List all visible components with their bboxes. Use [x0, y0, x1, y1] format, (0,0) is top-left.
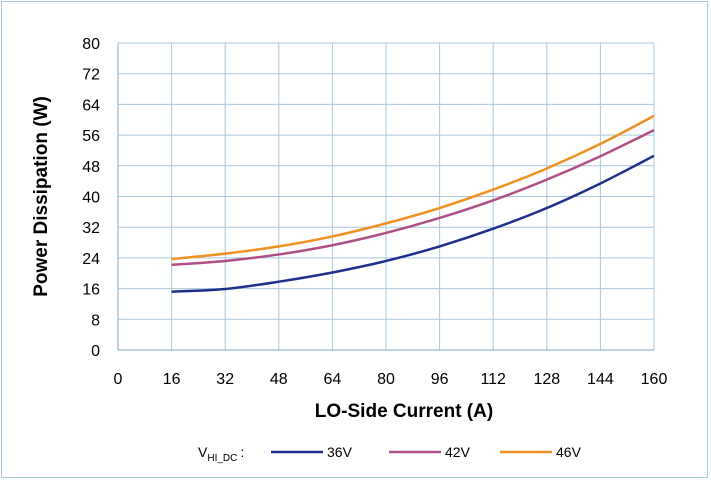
y-tick-label: 0 — [91, 343, 100, 360]
grid — [117, 42, 655, 351]
legend-prefix: VHI_DC: — [198, 444, 244, 464]
x-tick-label: 64 — [324, 371, 342, 388]
x-tick-label: 112 — [480, 371, 506, 388]
y-tick-label: 40 — [82, 190, 100, 207]
y-tick-label: 24 — [82, 251, 100, 268]
x-tick-label: 48 — [270, 371, 288, 388]
series-line-46V — [171, 114, 655, 261]
legend-label-46V: 46V — [556, 444, 582, 460]
series-line-42V — [171, 128, 655, 267]
x-tick-label: 160 — [641, 371, 668, 388]
legend-prefix-subscript: HI_DC — [207, 453, 237, 464]
legend-label-36V: 36V — [327, 444, 353, 460]
y-tick-label: 16 — [82, 282, 100, 299]
x-axis-title: LO-Side Current (A) — [315, 401, 493, 422]
legend-label-42V: 42V — [445, 444, 471, 460]
x-tick-label: 80 — [377, 371, 395, 388]
tick-labels: 0 8 16 24 32 40 48 56 64 72 80 0 16 32 48 64 80 96 112 128 1… — [82, 36, 667, 388]
y-tick-label: 80 — [82, 36, 100, 53]
y-tick-label: 64 — [82, 97, 100, 114]
y-tick-label: 32 — [82, 220, 100, 237]
x-tick-label: 96 — [431, 371, 449, 388]
legend: VHI_DC: 36V 42V 46V — [198, 444, 582, 464]
x-tick-label: 144 — [587, 371, 614, 388]
y-tick-label: 56 — [82, 128, 100, 145]
y-tick-label: 48 — [82, 159, 100, 176]
legend-prefix-suffix: : — [240, 444, 244, 460]
x-tick-label: 0 — [114, 371, 123, 388]
x-tick-label: 128 — [533, 371, 560, 388]
x-tick-label: 16 — [163, 371, 181, 388]
series-line-36V — [171, 154, 655, 293]
legend-prefix-main: V — [198, 444, 208, 460]
series-layer — [171, 114, 655, 293]
y-tick-label: 72 — [82, 67, 100, 84]
y-tick-label: 8 — [91, 312, 100, 329]
y-axis-title: Power Dissipation (W) — [31, 96, 52, 297]
x-tick-label: 32 — [216, 371, 234, 388]
